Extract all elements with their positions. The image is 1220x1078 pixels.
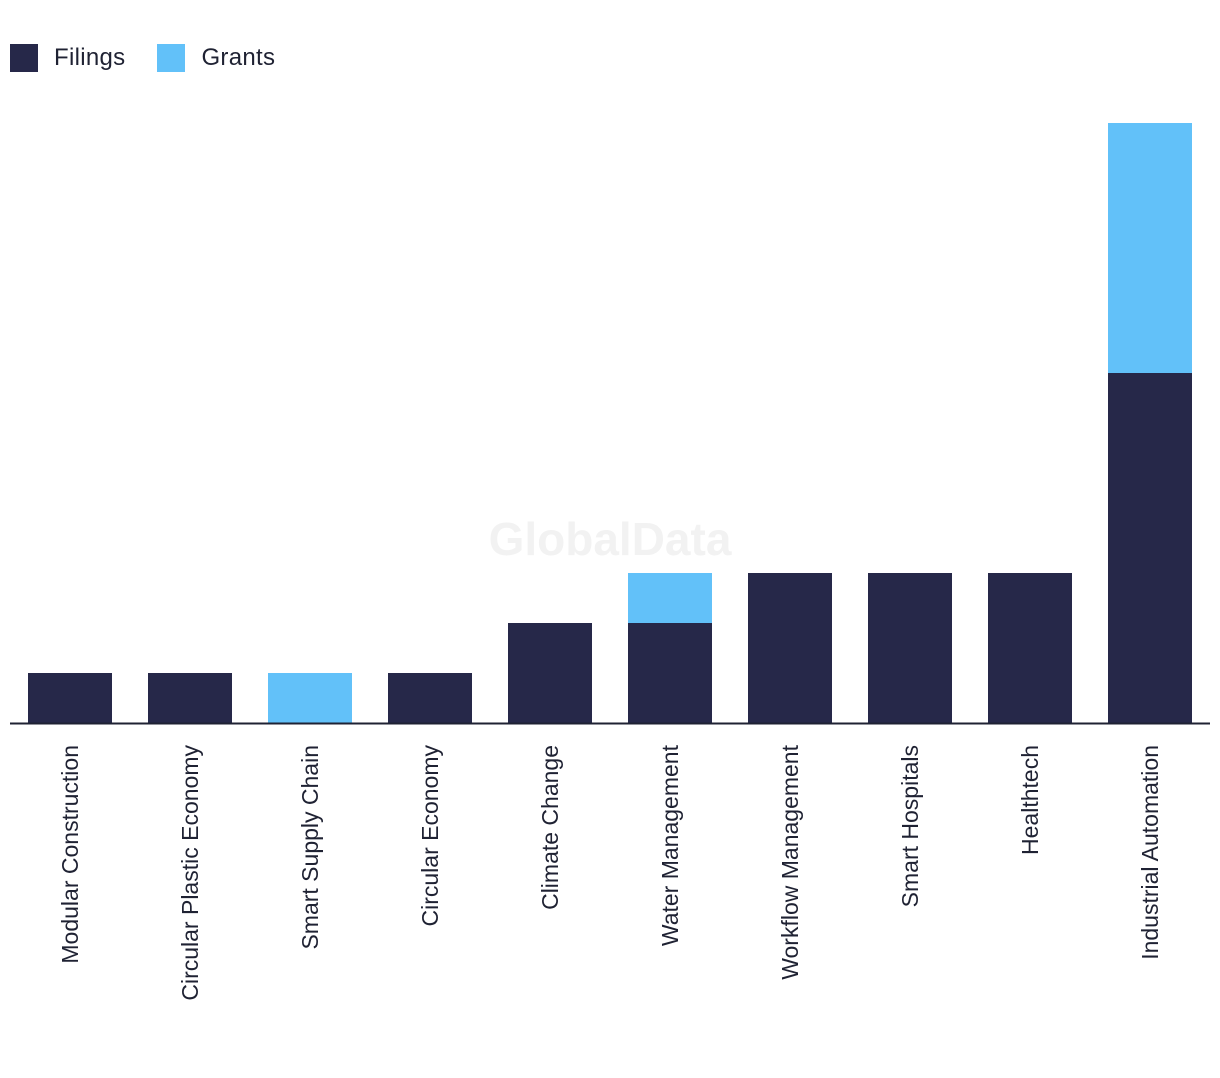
- bar-filings-8[interactable]: [988, 573, 1072, 723]
- x-tick-label: Circular Plastic Economy: [177, 745, 203, 1001]
- x-tick-label: Modular Construction: [57, 745, 83, 964]
- legend-label-grants: Grants: [201, 44, 276, 71]
- bar-grants-9[interactable]: [1108, 123, 1192, 373]
- bar-filings-6[interactable]: [748, 573, 832, 723]
- x-tick-label: Climate Change: [537, 745, 563, 910]
- legend-swatch-filings: [10, 44, 38, 72]
- bar-grants-2[interactable]: [268, 673, 352, 723]
- x-tick-label: Smart Hospitals: [897, 745, 923, 907]
- x-tick-label: Industrial Automation: [1137, 745, 1163, 960]
- x-tick-label: Healthtech: [1017, 745, 1043, 855]
- x-tick-label: Workflow Management: [777, 744, 803, 979]
- legend-swatch-grants: [157, 44, 186, 72]
- bar-filings-5[interactable]: [628, 623, 712, 723]
- x-tick-label: Smart Supply Chain: [297, 745, 323, 950]
- bar-filings-1[interactable]: [148, 673, 232, 723]
- legend-item-grants[interactable]: Grants: [157, 44, 275, 72]
- bar-filings-4[interactable]: [508, 623, 592, 723]
- chart-legend: Filings Grants: [10, 44, 307, 72]
- bar-filings-0[interactable]: [28, 673, 112, 723]
- bar-filings-3[interactable]: [388, 673, 472, 723]
- bar-grants-5[interactable]: [628, 573, 712, 623]
- legend-label-filings: Filings: [54, 44, 126, 71]
- x-tick-label: Circular Economy: [417, 745, 443, 927]
- legend-item-filings[interactable]: Filings: [10, 44, 125, 72]
- bar-filings-7[interactable]: [868, 573, 952, 723]
- x-tick-label: Water Management: [657, 744, 683, 946]
- bar-filings-9[interactable]: [1108, 373, 1192, 723]
